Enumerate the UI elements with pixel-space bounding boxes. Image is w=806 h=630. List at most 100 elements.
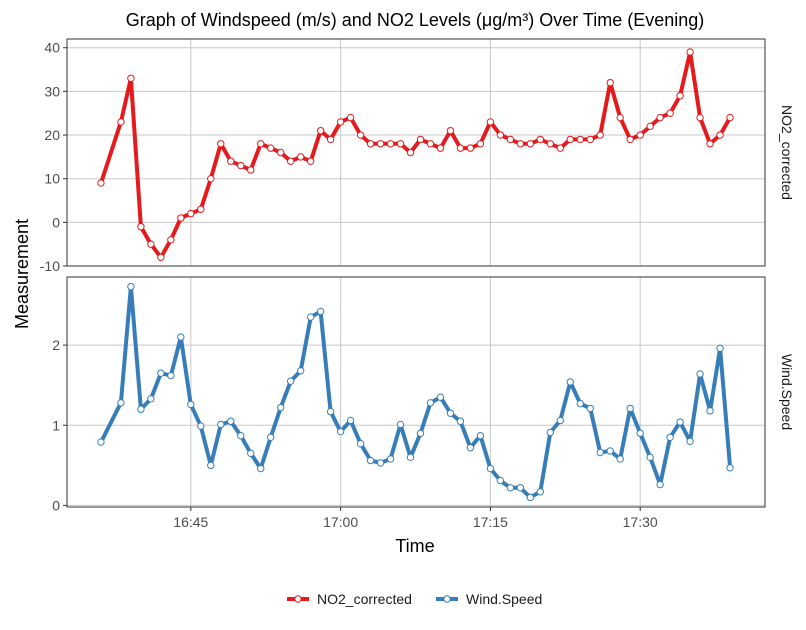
data-point bbox=[396, 420, 405, 429]
data-point bbox=[546, 140, 555, 148]
y-tick-label: 20 bbox=[44, 127, 60, 143]
data-point bbox=[187, 400, 195, 409]
legend-label: Wind.Speed bbox=[466, 591, 542, 607]
data-point bbox=[546, 428, 555, 437]
data-point bbox=[187, 209, 195, 218]
data-point bbox=[566, 378, 574, 386]
data-point bbox=[486, 118, 495, 126]
data-point bbox=[486, 464, 495, 473]
data-point bbox=[197, 422, 205, 430]
data-point bbox=[606, 447, 614, 455]
data-point bbox=[346, 113, 355, 122]
data-point bbox=[696, 370, 704, 378]
data-point bbox=[286, 157, 295, 165]
data-point bbox=[416, 429, 425, 437]
data-point bbox=[97, 179, 105, 187]
data-point bbox=[237, 431, 245, 440]
data-point bbox=[506, 135, 515, 144]
data-point bbox=[127, 74, 135, 82]
legend-item: NO2_corrected bbox=[287, 591, 412, 607]
panel-strip-label: Wind.Speed bbox=[779, 354, 795, 430]
data-point bbox=[376, 459, 385, 467]
data-point bbox=[516, 484, 525, 492]
data-point bbox=[476, 431, 485, 440]
data-point bbox=[157, 369, 165, 377]
data-point bbox=[276, 148, 285, 157]
data-point bbox=[316, 126, 325, 135]
data-point bbox=[386, 455, 395, 463]
data-point bbox=[686, 437, 694, 445]
data-point bbox=[177, 333, 185, 341]
data-point bbox=[336, 118, 345, 126]
data-point bbox=[666, 433, 674, 441]
data-point bbox=[666, 109, 674, 117]
data-point bbox=[466, 144, 475, 152]
data-point bbox=[446, 126, 455, 135]
data-point bbox=[556, 416, 564, 425]
data-point bbox=[596, 448, 604, 457]
data-point bbox=[726, 464, 734, 472]
data-point bbox=[636, 429, 644, 437]
data-point bbox=[466, 443, 475, 452]
data-point bbox=[526, 140, 535, 148]
y-tick-label: 1 bbox=[52, 417, 60, 433]
data-point bbox=[516, 140, 525, 148]
data-point bbox=[276, 403, 285, 412]
data-point bbox=[167, 371, 175, 380]
data-point bbox=[157, 253, 165, 261]
data-point bbox=[586, 404, 594, 413]
panel-Wind.Speed: 0 1 2 Wind.Speed bbox=[52, 276, 795, 513]
data-point bbox=[656, 480, 664, 489]
data-point bbox=[316, 307, 325, 316]
y-tick-label: 0 bbox=[52, 497, 60, 513]
data-point bbox=[366, 456, 375, 465]
data-point bbox=[137, 405, 145, 413]
data-point bbox=[706, 407, 714, 415]
data-point bbox=[506, 484, 515, 492]
data-point bbox=[306, 313, 315, 321]
y-tick-label: 2 bbox=[52, 337, 60, 353]
panel-border bbox=[66, 38, 766, 267]
data-point bbox=[376, 140, 385, 148]
data-point bbox=[267, 144, 275, 152]
data-point bbox=[207, 174, 215, 183]
legend-key-point bbox=[294, 595, 302, 603]
y-tick-label: 30 bbox=[44, 83, 60, 99]
data-point bbox=[346, 416, 355, 425]
x-tick-label: 17:15 bbox=[473, 514, 508, 530]
data-point bbox=[656, 113, 664, 122]
data-point bbox=[426, 399, 435, 407]
data-point bbox=[366, 140, 375, 148]
data-point bbox=[716, 344, 724, 353]
x-tick-label: 16:45 bbox=[173, 514, 208, 530]
panel-border bbox=[66, 276, 766, 508]
legend-item: Wind.Speed bbox=[436, 591, 542, 607]
data-point bbox=[356, 439, 365, 448]
data-point bbox=[386, 140, 395, 148]
panel-background bbox=[67, 277, 765, 507]
y-axis-label: Measurement bbox=[12, 219, 32, 329]
data-point bbox=[556, 144, 564, 152]
panel-strip-label: NO2_corrected bbox=[779, 105, 795, 200]
data-point bbox=[207, 461, 215, 470]
data-point bbox=[356, 131, 365, 139]
data-point bbox=[296, 367, 305, 375]
data-point bbox=[496, 131, 505, 139]
legend-label: NO2_corrected bbox=[317, 591, 412, 607]
data-point bbox=[286, 377, 295, 385]
data-point bbox=[197, 205, 205, 213]
data-point bbox=[696, 113, 704, 122]
legend-key-point bbox=[443, 595, 451, 603]
data-point bbox=[676, 418, 684, 426]
data-point bbox=[576, 399, 584, 408]
data-point bbox=[606, 78, 614, 87]
data-point bbox=[306, 157, 315, 165]
panel-background bbox=[67, 39, 765, 266]
y-tick-label: 40 bbox=[44, 40, 60, 56]
y-tick-label: 0 bbox=[52, 214, 60, 230]
data-point bbox=[436, 393, 445, 401]
data-point bbox=[456, 144, 465, 152]
data-point bbox=[686, 48, 694, 56]
data-point bbox=[616, 455, 624, 463]
x-tick-label: 17:30 bbox=[623, 514, 658, 530]
